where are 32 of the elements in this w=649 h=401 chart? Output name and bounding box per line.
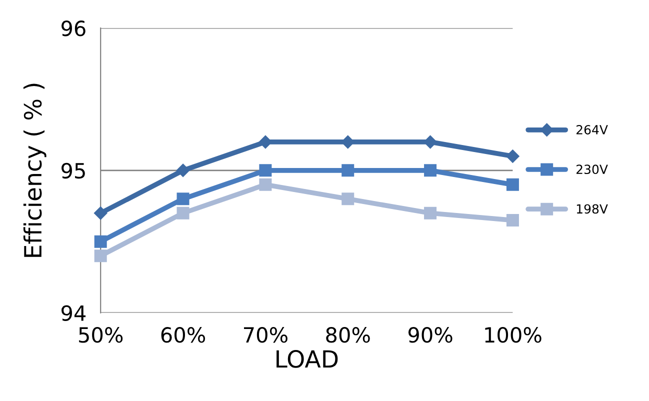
point bbox=[176, 164, 190, 178]
legend-label: 198V bbox=[576, 204, 608, 214]
legend-label: 264V bbox=[576, 125, 608, 134]
point bbox=[341, 135, 354, 149]
x-axis-title: LOAD bbox=[276, 350, 338, 368]
point bbox=[259, 178, 272, 191]
point bbox=[94, 250, 107, 262]
point bbox=[94, 235, 107, 248]
y-tick-label: 96 bbox=[62, 20, 86, 36]
y-tick-label: 94 bbox=[62, 305, 86, 321]
x-tick-label: 90% bbox=[408, 327, 452, 343]
point bbox=[94, 206, 108, 220]
x-tick-label: 70% bbox=[244, 327, 288, 343]
point bbox=[342, 164, 354, 177]
x-tick-label: 60% bbox=[161, 327, 206, 343]
point bbox=[506, 214, 519, 226]
y-tick-label: 95 bbox=[62, 162, 85, 179]
point bbox=[258, 135, 272, 149]
y-axis-title: Efficiency ( % ) bbox=[23, 84, 46, 257]
point bbox=[259, 164, 272, 177]
x-tick-label: 50% bbox=[79, 327, 123, 343]
point bbox=[424, 206, 437, 220]
point bbox=[506, 150, 520, 163]
legend-label: 230V bbox=[576, 164, 608, 174]
point bbox=[176, 192, 190, 206]
point bbox=[342, 192, 354, 206]
point bbox=[176, 206, 190, 220]
x-tick-label: 80% bbox=[326, 327, 370, 343]
x-tick-label: 100% bbox=[485, 327, 542, 343]
point bbox=[506, 178, 519, 191]
point bbox=[424, 135, 437, 149]
point bbox=[424, 164, 437, 177]
